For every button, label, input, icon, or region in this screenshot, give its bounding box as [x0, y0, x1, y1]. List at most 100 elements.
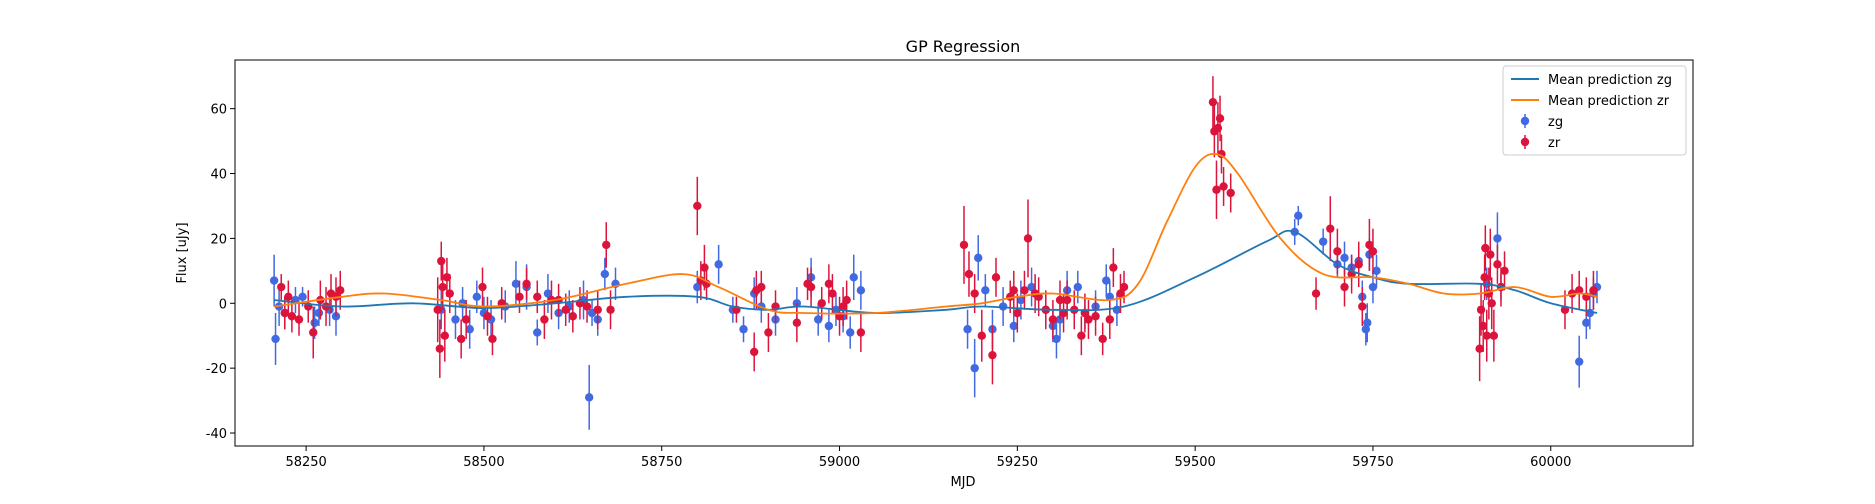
y-tick-label: 0: [219, 297, 227, 312]
data-point-zg: [714, 260, 723, 269]
axes-frame: [234, 59, 1694, 447]
data-point-zr: [700, 263, 709, 272]
data-point-zr: [478, 282, 487, 292]
data-point-zg: [693, 282, 702, 292]
legend: Mean prediction zg Mean prediction zr zg zr: [1502, 65, 1687, 156]
data-point-zr: [1482, 331, 1491, 340]
data-point-zg: [1493, 234, 1502, 243]
data-point-zr: [1358, 302, 1367, 311]
data-point-zr: [1365, 240, 1374, 250]
line-mean-prediction-zr: [273, 152, 1598, 315]
data-point-zg: [1009, 321, 1018, 331]
x-axis: 58250 58500 58750 59000 59250 59500 59750 60000: [285, 446, 1571, 470]
x-tick-label: 58750: [641, 455, 682, 470]
data-point-zr: [1023, 234, 1033, 243]
data-point-zr: [561, 305, 570, 314]
data-point-zr: [842, 295, 851, 305]
data-point-zr: [1476, 305, 1486, 314]
data-point-zr: [1119, 282, 1129, 292]
data-point-zr: [991, 273, 1001, 282]
data-point-zr: [764, 328, 773, 337]
data-point-zr: [838, 302, 848, 311]
data-point-zg: [846, 328, 855, 337]
data-point-zg: [1073, 282, 1082, 292]
data-point-zg: [1027, 282, 1036, 292]
data-point-zr: [602, 240, 611, 250]
x-tick-label: 59000: [819, 455, 860, 470]
y-tick-label: -40: [206, 427, 227, 442]
data-point-zr: [1500, 266, 1509, 276]
data-point-zg: [856, 286, 866, 295]
data-point-zr: [964, 269, 974, 279]
data-point-zr: [1208, 97, 1218, 107]
data-point-zr: [1311, 289, 1321, 298]
data-point-zr: [1020, 286, 1029, 295]
data-point-zr: [1354, 260, 1363, 269]
data-point-zg: [1340, 253, 1349, 263]
data-point-zr: [1486, 250, 1495, 259]
data-point-zr: [806, 282, 816, 292]
data-point-zr: [1589, 286, 1598, 295]
data-point-zr: [440, 331, 450, 340]
data-point-zg: [739, 325, 748, 334]
data-point-zg: [1368, 282, 1378, 292]
data-point-zr: [1226, 188, 1235, 198]
data-point-zg: [1363, 318, 1372, 327]
data-point-zr: [1105, 315, 1115, 324]
data-point-zr: [1213, 123, 1223, 133]
data-point-zr: [438, 282, 447, 292]
data-point-zr: [277, 282, 286, 292]
data-point-zr: [1340, 282, 1349, 292]
data-point-zg: [511, 279, 521, 289]
data-point-zg: [584, 393, 594, 402]
data-point-zr: [456, 334, 466, 344]
data-point-zr: [461, 315, 471, 324]
y-axis-label: Flux [uJy]: [175, 222, 190, 283]
data-point-zr: [749, 347, 759, 357]
data-point-zr: [445, 289, 454, 298]
data-point-zr: [1480, 273, 1489, 282]
legend-label-zg: zg: [1548, 115, 1563, 130]
x-tick-label: 59500: [1174, 455, 1215, 470]
legend-marker-zg: [1520, 116, 1530, 126]
data-point-zg: [271, 334, 280, 344]
data-point-zg: [792, 299, 802, 308]
data-point-zr: [336, 286, 345, 295]
data-point-zr: [1055, 295, 1065, 305]
data-point-zr: [582, 302, 592, 311]
data-point-zr: [1481, 243, 1490, 253]
data-point-zr: [568, 312, 578, 321]
data-point-zg: [1294, 211, 1303, 220]
data-point-zr: [693, 201, 702, 211]
data-point-zr: [1091, 312, 1100, 321]
data-point-zg: [600, 269, 610, 279]
data-point-zg: [849, 273, 858, 282]
data-point-zr: [1475, 344, 1484, 353]
data-point-zr: [540, 315, 549, 324]
data-point-zg: [465, 325, 474, 334]
data-point-zr: [988, 350, 997, 360]
data-point-zg: [543, 289, 553, 298]
data-point-zg: [298, 292, 307, 301]
data-point-zg: [1102, 276, 1111, 285]
data-point-zg: [314, 308, 324, 318]
data-point-zr: [1219, 182, 1228, 191]
data-point-zr: [1013, 308, 1022, 318]
y-tick-label: 60: [210, 103, 227, 118]
data-point-zr: [1215, 114, 1225, 123]
data-point-zr: [515, 292, 524, 301]
data-point-zg: [981, 286, 990, 295]
data-point-zr: [593, 305, 602, 314]
data-point-zr: [856, 328, 866, 337]
data-point-zg: [1582, 318, 1591, 327]
data-point-zg: [1575, 357, 1584, 366]
data-point-zr: [1116, 289, 1125, 298]
legend-label-zr: zr: [1548, 136, 1561, 151]
x-tick-label: 58250: [285, 455, 326, 470]
data-point-zg: [970, 363, 979, 373]
data-point-zr: [1368, 247, 1378, 256]
data-point-zr: [828, 289, 837, 298]
data-point-zr: [284, 292, 293, 301]
legend-label-mean-prediction-zg: Mean prediction zg: [1548, 73, 1672, 88]
